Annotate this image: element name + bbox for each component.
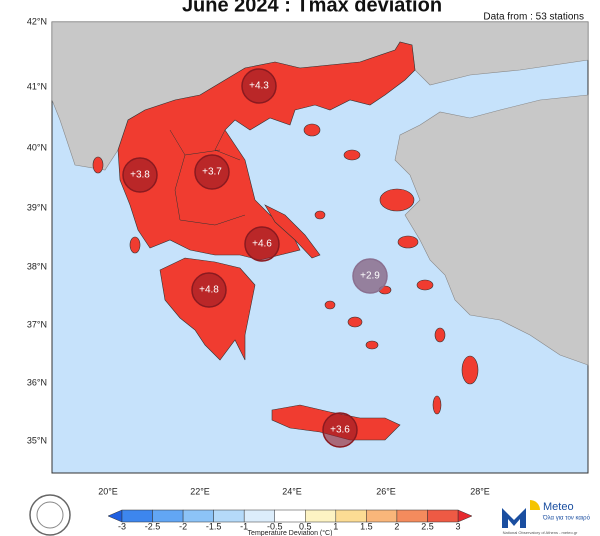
region-bubble <box>191 272 227 308</box>
island <box>397 235 419 249</box>
colorbar-tick: -1.5 <box>206 521 222 531</box>
source: Data from : 53 stations <box>483 12 584 23</box>
island <box>416 279 434 291</box>
lon-label: 22°E <box>190 486 210 496</box>
logo-name: Meteo <box>543 501 574 513</box>
logo-credit: National Observatory of Athens - meteo.g… <box>503 530 578 535</box>
colorbar-tick: 1.5 <box>360 521 373 531</box>
region-label: +4.6 <box>252 239 272 250</box>
island <box>92 156 104 174</box>
colorbar-tick: 1 <box>333 521 338 531</box>
colorbar-segment <box>305 509 337 523</box>
region-label: +4.8 <box>199 285 219 296</box>
lat-label: 38°N <box>27 261 47 271</box>
colorbar-end <box>107 509 123 523</box>
region-bubble <box>122 157 158 193</box>
colorbar-tick: -3 <box>118 521 126 531</box>
lat-label: 37°N <box>27 319 47 329</box>
region-bubble <box>352 258 388 294</box>
region-bubble <box>322 412 358 448</box>
island <box>434 327 446 343</box>
region-border <box>184 149 221 156</box>
lat-label: 42°N <box>27 16 47 26</box>
overlay: +4.3 +3.8 +3.7 +4.6 +4.8 +2.9 +3.6 <box>122 68 388 448</box>
region-label: +3.6 <box>330 425 350 436</box>
lon-label: 24°E <box>282 486 302 496</box>
colorbar-segment <box>274 509 306 523</box>
colorbar-end <box>457 509 473 523</box>
title: June 2024 : Tmax deviation <box>182 0 442 16</box>
island <box>129 236 141 254</box>
colorbar-segment <box>243 509 275 523</box>
lat-label: 41°N <box>27 81 47 91</box>
colorbar-segment <box>182 509 214 523</box>
colorbar-segment <box>335 509 367 523</box>
colorbar-segment <box>152 509 184 523</box>
region-bubble <box>244 226 280 262</box>
land-east <box>394 94 589 366</box>
seal-logo <box>29 494 71 536</box>
region-bubble <box>194 154 230 190</box>
island <box>314 210 326 220</box>
lat-label: 40°N <box>27 142 47 152</box>
island <box>343 149 361 161</box>
map <box>51 21 589 474</box>
colorbar-segment <box>396 509 428 523</box>
island <box>324 300 336 310</box>
colorbar-title: Temperature Deviation (°C) <box>248 529 333 536</box>
lon-label: 28°E <box>470 486 490 496</box>
colorbar-segment <box>213 509 245 523</box>
lon-label: 26°E <box>376 486 396 496</box>
island <box>365 340 379 350</box>
colorbar-tick: -2 <box>179 521 187 531</box>
colorbar-segment <box>427 509 459 523</box>
colorbar-tick: -1 <box>240 521 248 531</box>
colorbar-tick: 2 <box>394 521 399 531</box>
island <box>303 123 321 137</box>
region-label: +3.8 <box>130 170 150 181</box>
evia <box>264 204 321 259</box>
lesvos <box>379 188 415 212</box>
region-border <box>214 129 241 161</box>
rhodes <box>461 355 479 385</box>
region-bubble <box>241 68 277 104</box>
island <box>347 316 363 328</box>
island <box>432 395 442 415</box>
lat-label: 39°N <box>27 202 47 212</box>
colorbar-segment <box>121 509 153 523</box>
logo-tagline: Όλα για τον καιρό <box>542 515 591 522</box>
lon-label: 20°E <box>98 486 118 496</box>
meteo-logo <box>502 500 540 528</box>
colorbar-tick: 2.5 <box>421 521 434 531</box>
colorbar-tick: 3 <box>455 521 460 531</box>
region-border <box>169 129 246 226</box>
colorbar-tick: -2.5 <box>145 521 161 531</box>
colorbar-segment <box>366 509 398 523</box>
colorbar-tick: 0.5 <box>299 521 312 531</box>
region-label: +3.7 <box>202 167 222 178</box>
lat-label: 35°N <box>27 435 47 445</box>
mainland <box>117 41 416 261</box>
lat-label: 36°N <box>27 377 47 387</box>
region-label: +4.3 <box>249 81 269 92</box>
peloponnese <box>159 257 256 361</box>
colorbar-tick: -0.5 <box>267 521 283 531</box>
region-label: +2.9 <box>360 271 380 282</box>
